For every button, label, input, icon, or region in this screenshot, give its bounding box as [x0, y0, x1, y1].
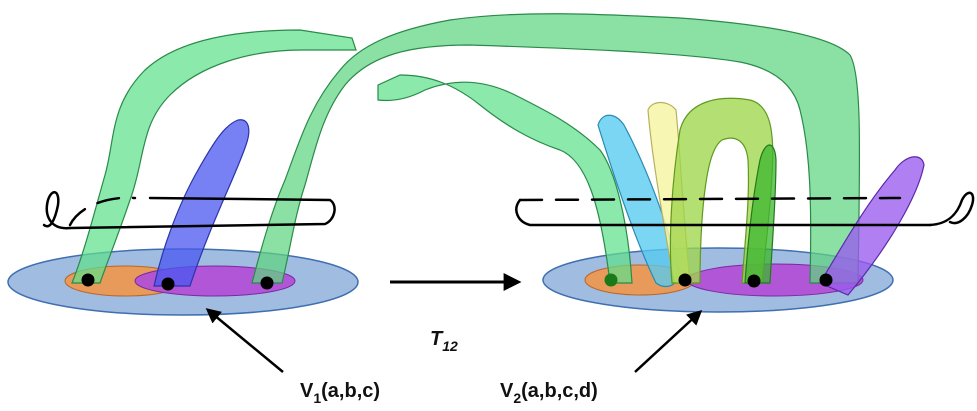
v1-boundary-curve — [42, 191, 336, 230]
v1-tubes — [71, 13, 861, 287]
v2-pointer-arrow — [634, 309, 703, 373]
v2-label: V2(a,b,c,d) — [500, 380, 598, 406]
v2-tubes — [377, 74, 925, 296]
v2-punctures — [604, 273, 833, 288]
v2-puncture-a — [604, 273, 618, 287]
right-green-strand — [377, 74, 633, 284]
v2-puncture-b — [678, 273, 692, 287]
v1-puncture-a — [81, 273, 95, 287]
transition-label: T12 — [430, 328, 458, 354]
left-blue-band — [153, 119, 250, 287]
v1-puncture-b — [161, 277, 175, 291]
v2-boundary-curve — [515, 191, 975, 227]
v1-label: V1(a,b,c) — [300, 380, 380, 406]
v1-puncture-c — [260, 276, 274, 290]
left-green-arch — [71, 29, 357, 284]
v1-punctures — [81, 273, 274, 291]
v1-pointer-arrow — [205, 308, 284, 373]
v2-puncture-d — [819, 273, 833, 287]
v2-puncture-c — [747, 274, 761, 288]
